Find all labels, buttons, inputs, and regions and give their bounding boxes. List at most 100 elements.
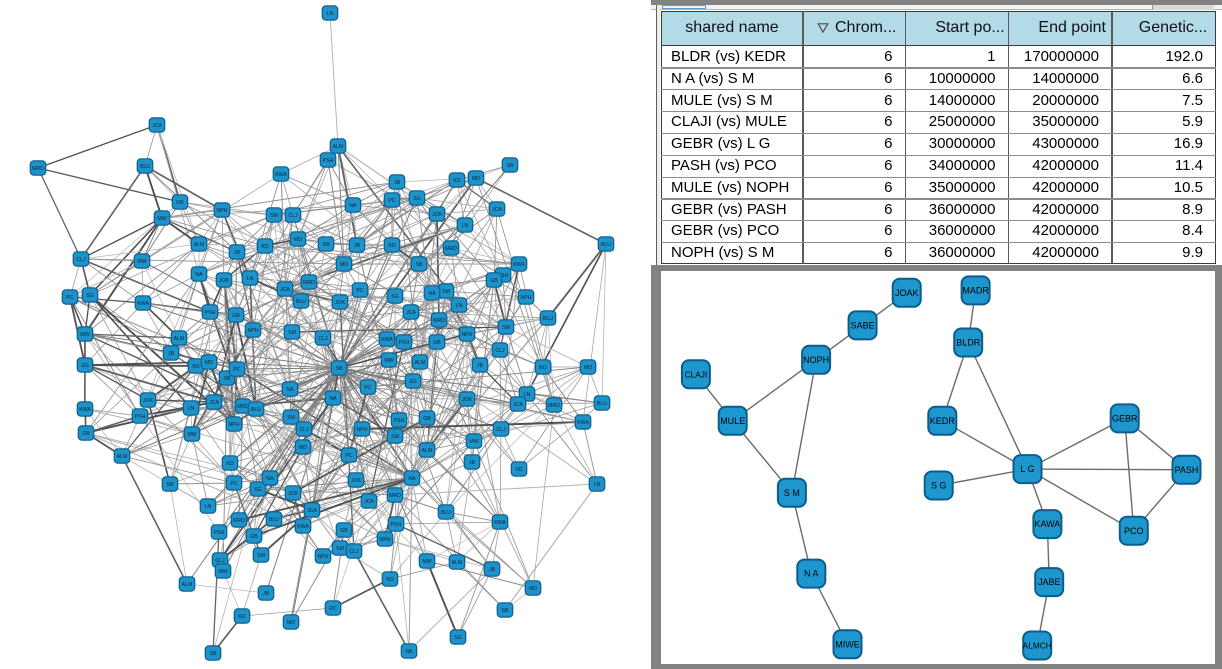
svg-text:SG: SG: [254, 487, 262, 493]
svg-text:ALM: ALM: [194, 242, 205, 248]
svg-text:MD: MD: [529, 586, 537, 592]
svg-text:JCA: JCA: [492, 207, 502, 213]
svg-text:KWA: KWA: [297, 524, 309, 530]
svg-text:JOK: JOK: [288, 491, 299, 497]
svg-text:GB: GB: [423, 416, 431, 422]
svg-text:ALM: ALM: [415, 360, 426, 366]
svg-text:MRD: MRD: [445, 246, 457, 252]
svg-text:JOK: JOK: [432, 212, 443, 218]
svg-text:GB: GB: [490, 278, 498, 284]
svg-text:PC: PC: [66, 295, 73, 301]
svg-text:S G: S G: [931, 481, 947, 491]
svg-text:SG: SG: [391, 294, 399, 300]
svg-text:JCA: JCA: [152, 123, 162, 129]
svg-text:MW: MW: [384, 358, 393, 364]
svg-text:JOK: JOK: [351, 478, 362, 484]
svg-text:JB: JB: [477, 363, 484, 369]
svg-text:GEBR: GEBR: [1112, 414, 1138, 424]
svg-text:JABE: JABE: [1038, 577, 1061, 587]
svg-text:MD: MD: [294, 237, 302, 243]
svg-text:NA: NA: [405, 649, 413, 655]
svg-text:NA: NA: [329, 396, 337, 402]
svg-text:PCO: PCO: [1124, 526, 1144, 536]
svg-text:MW: MW: [469, 439, 478, 445]
svg-text:JB: JB: [234, 250, 241, 256]
svg-text:NPH: NPH: [318, 554, 329, 560]
svg-text:NA: NA: [266, 476, 274, 482]
svg-text:MW: MW: [80, 332, 89, 338]
svg-text:MRD: MRD: [548, 403, 560, 409]
svg-text:LN: LN: [524, 392, 531, 398]
svg-text:BLU: BLU: [269, 517, 279, 523]
svg-text:LN: LN: [594, 482, 601, 488]
svg-text:NPH: NPH: [462, 332, 473, 338]
svg-text:SM: SM: [257, 553, 265, 559]
svg-text:MIWE: MIWE: [835, 639, 860, 649]
svg-text:CLJ: CLJ: [349, 549, 359, 555]
svg-text:MD: MD: [205, 360, 213, 366]
svg-text:LN: LN: [327, 11, 334, 17]
svg-text:PC: PC: [329, 606, 336, 612]
svg-text:JCA: JCA: [406, 310, 416, 316]
svg-text:LN: LN: [205, 504, 212, 510]
svg-text:MW: MW: [137, 259, 146, 265]
svg-text:PC: PC: [233, 367, 240, 373]
svg-text:KD: KD: [388, 243, 395, 249]
svg-text:JOK: JOK: [462, 397, 473, 403]
svg-text:NA: NA: [195, 272, 203, 278]
svg-text:SM: SM: [287, 415, 295, 421]
svg-text:PC: PC: [356, 288, 363, 294]
svg-text:MULE: MULE: [720, 416, 745, 426]
svg-text:LN: LN: [247, 276, 254, 282]
svg-text:PC: PC: [364, 385, 371, 391]
svg-text:ALM: ALM: [174, 336, 185, 342]
svg-text:JCA: JCA: [307, 508, 317, 514]
svg-text:JCA: JCA: [280, 287, 290, 293]
svg-text:PSH: PSH: [394, 418, 405, 424]
svg-text:KD: KD: [453, 178, 460, 184]
svg-text:CLJ: CLJ: [299, 427, 309, 433]
svg-text:SB: SB: [416, 262, 423, 268]
svg-text:KD: KD: [192, 364, 199, 370]
svg-text:JB: JB: [489, 567, 496, 573]
svg-text:ALM: ALM: [452, 560, 463, 566]
svg-text:SABE: SABE: [851, 321, 875, 331]
svg-text:PC: PC: [230, 481, 237, 487]
svg-text:BLU: BLU: [441, 510, 451, 516]
svg-text:SG: SG: [515, 467, 523, 473]
svg-text:MD: MD: [472, 176, 480, 182]
svg-text:SB: SB: [507, 163, 514, 169]
svg-text:MD: MD: [584, 365, 592, 371]
svg-text:NA: NA: [428, 291, 436, 297]
svg-text:L G: L G: [1020, 464, 1034, 474]
svg-text:NPH: NPH: [521, 295, 532, 301]
svg-text:PSH: PSH: [135, 414, 146, 420]
svg-text:GB: GB: [176, 200, 184, 206]
svg-text:MRD: MRD: [303, 280, 315, 286]
svg-text:SG: SG: [81, 363, 89, 369]
svg-text:PSH: PSH: [498, 273, 509, 279]
svg-text:JOAK: JOAK: [895, 288, 919, 298]
svg-text:SM: SM: [502, 325, 510, 331]
svg-text:SM: SM: [391, 434, 399, 440]
svg-text:JB: JB: [263, 591, 270, 597]
svg-text:NOPH: NOPH: [803, 355, 829, 365]
svg-text:NPH: NPH: [357, 427, 368, 433]
svg-text:MD: MD: [299, 445, 307, 451]
svg-text:MRD: MRD: [32, 166, 44, 172]
svg-text:CLJ: CLJ: [495, 348, 505, 354]
svg-text:CLJ: CLJ: [496, 427, 506, 433]
svg-text:CLJ: CLJ: [215, 558, 225, 564]
svg-text:NA: NA: [408, 476, 416, 482]
svg-text:KWA: KWA: [275, 172, 287, 178]
svg-text:BLU: BLU: [251, 407, 261, 413]
svg-text:NPH: NPH: [217, 208, 228, 214]
svg-text:ALMCH: ALMCH: [1023, 641, 1052, 651]
svg-text:MW: MW: [157, 216, 166, 222]
svg-text:GB: GB: [433, 340, 441, 346]
svg-text:SB: SB: [210, 651, 217, 657]
svg-text:ALM: ALM: [422, 448, 433, 454]
svg-text:JB: JB: [168, 351, 175, 357]
svg-text:JOK: JOK: [143, 398, 154, 404]
svg-text:LN: LN: [462, 223, 469, 229]
